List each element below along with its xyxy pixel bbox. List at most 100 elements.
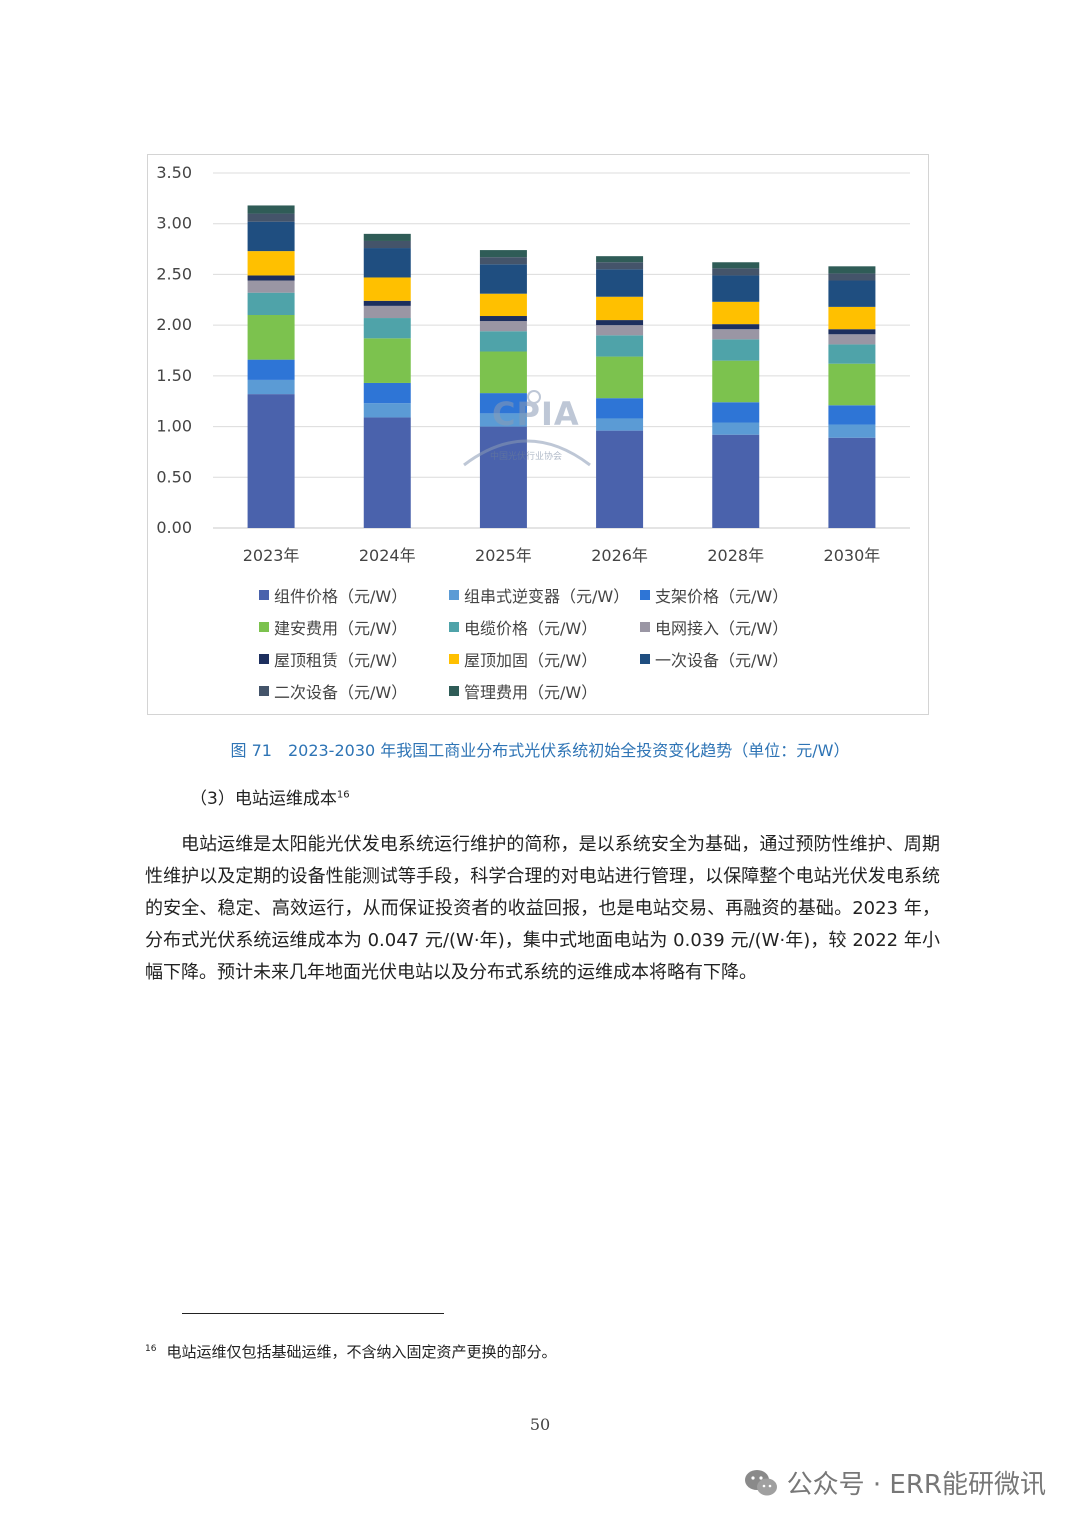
legend-item: 电网接入（元/W） (640, 615, 788, 639)
bar-segment (596, 256, 644, 263)
bar-segment (828, 437, 876, 528)
bar-segment (828, 273, 876, 281)
legend-swatch (640, 590, 650, 600)
y-tick-label: 3.50 (156, 163, 192, 182)
wechat-watermark: 公众号 · ERR能研微讯 (743, 1464, 1046, 1501)
bar-segment (828, 329, 876, 335)
legend-label: 支架价格（元/W） (655, 587, 789, 606)
y-tick-label: 3.00 (156, 214, 192, 233)
bar-segment (247, 394, 295, 528)
bar-segment (828, 266, 876, 274)
bar-segment (247, 379, 295, 395)
x-tick-label: 2024年 (359, 546, 416, 565)
cpia-watermark-logo: CPIA 中国光伏行业协会 (462, 387, 592, 475)
legend-swatch (259, 622, 269, 632)
bar-segment (479, 316, 527, 322)
legend-swatch (259, 590, 269, 600)
footnote-number: 16 (145, 1344, 157, 1354)
bar-segment (596, 269, 644, 297)
bar-segment (363, 300, 411, 306)
bar-segment (712, 402, 760, 423)
wechat-icon (744, 1469, 777, 1495)
bar-segment (247, 275, 295, 281)
legend-swatch (259, 686, 269, 696)
bar-segment (479, 393, 527, 414)
bar-segment (828, 424, 876, 438)
bar-segment (363, 277, 411, 301)
y-tick-label: 1.50 (156, 366, 192, 385)
body-paragraph: 电站运维是太阳能光伏发电系统运行维护的简称，是以系统安全为基础，通过预防性维护、… (145, 834, 940, 983)
bar-segment (247, 221, 295, 252)
bar-segment (596, 296, 644, 321)
bar-segment (828, 306, 876, 330)
bar-segment (247, 251, 295, 276)
legend-label: 电缆价格（元/W） (464, 619, 598, 638)
x-tick-label: 2026年 (591, 546, 648, 565)
legend-item: 屋顶加固（元/W） (449, 647, 597, 671)
bar-segment (479, 257, 527, 265)
bar-segment (828, 280, 876, 307)
legend-label: 一次设备（元/W） (655, 651, 789, 670)
bar-segment (712, 268, 760, 276)
bar-segment (363, 338, 411, 383)
stacked-bar-chart: 0.00 0.50 1.00 1.50 2.00 2.50 3.00 3.50 2023年 202… (156, 163, 910, 565)
legend-item: 组串式逆变器（元/W） (449, 583, 629, 607)
legend-label: 管理费用（元/W） (464, 683, 598, 702)
bar-segment (828, 363, 876, 406)
bar-segment (712, 329, 760, 340)
bar-segment (596, 430, 644, 528)
footnote-ref: 16 (336, 789, 350, 801)
bar-segment (828, 405, 876, 425)
legend-label: 屋顶租赁（元/W） (274, 651, 408, 670)
y-tick-label: 1.00 (156, 417, 192, 436)
bar-segment (479, 250, 527, 258)
bar-segment (363, 233, 411, 241)
x-tick-label: 2030年 (824, 546, 881, 565)
page-number: 50 (529, 1415, 551, 1434)
watermark-text: 公众号 · ERR能研微讯 (786, 1470, 1046, 1500)
footnote: 16 电站运维仅包括基础运维，不含纳入固定资产更换的部分。 (145, 1341, 556, 1362)
legend-label: 二次设备（元/W） (274, 683, 408, 702)
legend-label: 建安费用（元/W） (274, 619, 408, 638)
x-tick-label: 2023年 (243, 546, 300, 565)
cpia-logo-subtext: 中国光伏行业协会 (490, 452, 563, 462)
x-tick-label: 2025年 (475, 546, 532, 565)
bar-segment (828, 344, 876, 364)
legend-item: 管理费用（元/W） (449, 679, 597, 703)
legend-label: 组件价格（元/W） (274, 587, 408, 606)
bar-segment (596, 335, 644, 357)
cpia-logo-text: CPIA (492, 395, 580, 433)
bar-segment (363, 305, 411, 319)
bar-segment (479, 321, 527, 332)
bar-segment (712, 262, 760, 269)
x-tick-label: 2028年 (707, 546, 764, 565)
legend-swatch (640, 654, 650, 664)
body-text: 电站运维是太阳能光伏发电系统运行维护的简称，是以系统安全为基础，通过预防性维护、… (145, 829, 940, 989)
bar-segment (363, 248, 411, 278)
bar-segment (247, 359, 295, 380)
bar-segment (247, 315, 295, 360)
legend-swatch (449, 654, 459, 664)
bar-segment (363, 318, 411, 339)
bar-segment (712, 324, 760, 330)
bar-segment (828, 334, 876, 345)
legend-item: 电缆价格（元/W） (449, 615, 597, 639)
bar-segment (479, 264, 527, 294)
legend-swatch (259, 654, 269, 664)
bar-segment (596, 356, 644, 399)
legend-label: 组串式逆变器（元/W） (464, 587, 630, 606)
legend-item: 支架价格（元/W） (640, 583, 788, 607)
legend-item: 组件价格（元/W） (259, 583, 407, 607)
bar-segment (479, 413, 527, 427)
bar-segment (363, 382, 411, 404)
bar-segment (712, 434, 760, 528)
bar-segment (363, 417, 411, 528)
legend-item: 一次设备（元/W） (640, 647, 788, 671)
section-heading-text: （3）电站运维成本 (190, 789, 337, 809)
bar-segment (479, 351, 527, 394)
bar-segment (712, 339, 760, 361)
section-heading: （3）电站运维成本16 (190, 784, 350, 809)
bar-segment (596, 320, 644, 326)
bar-segment (247, 213, 295, 222)
legend-label: 屋顶加固（元/W） (464, 651, 598, 670)
